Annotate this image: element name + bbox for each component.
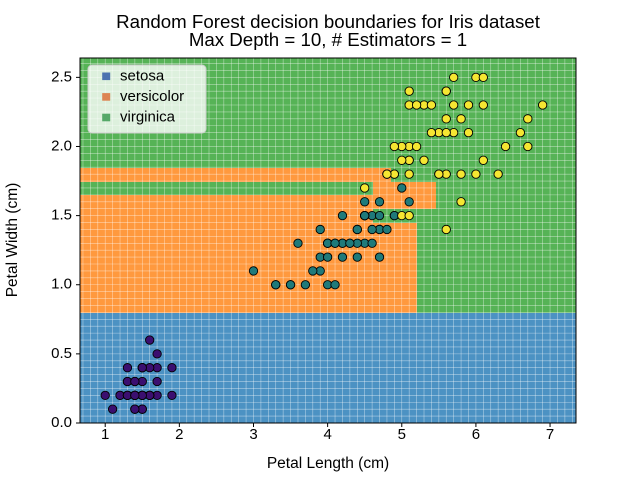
svg-text:1.0: 1.0 — [51, 276, 72, 293]
svg-text:3: 3 — [249, 426, 257, 443]
svg-text:1: 1 — [101, 426, 109, 443]
svg-text:Max Depth = 10, # Estimators =: Max Depth = 10, # Estimators = 1 — [189, 29, 467, 50]
svg-text:2: 2 — [175, 426, 183, 443]
svg-text:4: 4 — [323, 426, 331, 443]
svg-text:1.5: 1.5 — [51, 207, 72, 224]
svg-text:Petal Width (cm): Petal Width (cm) — [4, 183, 21, 298]
svg-text:0.0: 0.0 — [51, 414, 72, 431]
svg-text:6: 6 — [472, 426, 480, 443]
svg-text:Petal Length (cm): Petal Length (cm) — [267, 455, 389, 472]
svg-text:2.5: 2.5 — [51, 68, 72, 85]
svg-text:0.5: 0.5 — [51, 345, 72, 362]
svg-text:2.0: 2.0 — [51, 137, 72, 154]
svg-text:virginica: virginica — [120, 109, 176, 126]
svg-text:5: 5 — [398, 426, 406, 443]
svg-text:versicolor: versicolor — [120, 88, 184, 105]
svg-text:setosa: setosa — [120, 67, 165, 84]
svg-text:7: 7 — [546, 426, 554, 443]
